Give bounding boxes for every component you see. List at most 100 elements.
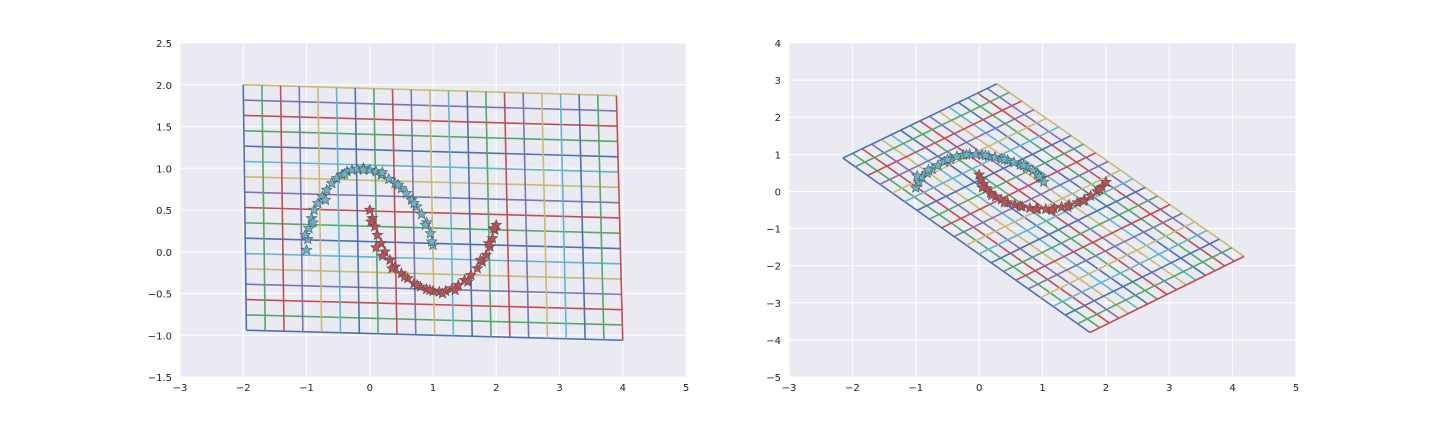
mesh-column-line: [1003, 195, 1158, 273]
x-tick-label: 1: [430, 383, 436, 394]
data-point-star: [969, 148, 982, 160]
data-point-star: [941, 153, 954, 165]
data-point-star: [482, 237, 495, 249]
mesh-column-line: [867, 100, 1022, 177]
data-point-star: [449, 283, 462, 296]
left-y-tick-labels: −1.5 −1.0 −0.5 0.0 0.5 1.0 1.5 2.0 2.5: [148, 39, 172, 384]
x-tick-label: −3: [173, 383, 188, 394]
left-x-tick-labels: −3 −2 −1 0 1 2 3 4 5: [173, 383, 690, 394]
data-point-star: [1061, 200, 1074, 213]
mesh-column-line: [904, 126, 1060, 203]
y-tick-label: −3: [766, 299, 781, 310]
data-point-star: [382, 172, 395, 185]
x-tick-label: 2: [493, 383, 499, 394]
data-point-star: [985, 188, 998, 201]
mesh-column-line: [373, 88, 379, 334]
mesh-column-line: [596, 95, 605, 340]
data-point-star: [376, 166, 389, 178]
x-tick-label: 5: [683, 383, 689, 394]
data-point-star: [306, 216, 319, 228]
mesh-column-line: [879, 108, 1035, 185]
data-point-star: [474, 253, 487, 266]
mesh-column-line: [298, 86, 304, 332]
mesh-column-line: [429, 90, 436, 336]
mesh-column-line: [929, 143, 1084, 220]
mesh-column-line: [485, 91, 492, 337]
data-point-star: [419, 218, 432, 231]
data-point-star: [911, 169, 923, 181]
data-point-star: [424, 227, 437, 239]
data-point-star: [376, 249, 389, 262]
data-point-star: [487, 222, 500, 234]
data-point-star: [1037, 175, 1050, 187]
data-point-star: [1099, 175, 1112, 188]
data-point-star: [371, 228, 384, 241]
data-point-star: [471, 262, 484, 274]
right-data-points: [909, 148, 1112, 216]
x-tick-label: 0: [976, 383, 982, 394]
y-tick-label: −2: [766, 262, 781, 273]
x-tick-label: −1: [299, 383, 314, 394]
mesh-column-line: [354, 87, 361, 334]
mesh-column-line: [953, 160, 1109, 238]
data-point-star: [411, 278, 424, 291]
data-point-star: [363, 203, 376, 216]
y-tick-label: −0.5: [148, 290, 172, 301]
y-tick-label: 1.5: [156, 123, 172, 134]
data-point-star: [480, 248, 493, 261]
mesh-column-line: [522, 92, 530, 338]
mesh-column-line: [1064, 238, 1220, 316]
mesh-column-line: [279, 85, 285, 332]
mesh-column-line: [941, 152, 1097, 229]
data-point-star: [398, 270, 411, 282]
mesh-column-line: [391, 89, 398, 335]
data-point-star: [976, 181, 989, 193]
data-point-star: [461, 275, 474, 287]
mesh-column-line: [410, 89, 417, 335]
mesh-column-line: [335, 87, 342, 333]
y-tick-label: −1.5: [148, 373, 172, 384]
left-axes: −3 −2 −1 0 1 2 3 4 5 −1.5 −1.0 −0.5 0.0 …: [148, 39, 689, 394]
x-tick-label: −1: [908, 383, 923, 394]
mesh-column-line: [916, 134, 1072, 212]
data-point-star: [423, 283, 436, 296]
data-point-star: [1093, 183, 1106, 195]
y-tick-label: −1.0: [148, 331, 172, 342]
y-tick-label: 1: [775, 150, 781, 161]
data-point-star: [299, 228, 312, 241]
mesh-column-line: [578, 94, 586, 340]
data-point-star: [365, 215, 377, 227]
data-point-star: [1033, 170, 1046, 182]
right-gridlines: [788, 42, 1297, 378]
x-tick-label: −2: [236, 383, 251, 394]
mesh-column-line: [615, 95, 624, 341]
data-point-star: [979, 149, 992, 161]
x-tick-label: −2: [845, 383, 860, 394]
data-point-star: [1077, 194, 1090, 207]
x-tick-label: 3: [1166, 383, 1172, 394]
data-point-star: [425, 235, 438, 247]
mesh-column-line: [1089, 255, 1245, 334]
x-tick-label: 0: [367, 383, 373, 394]
data-point-star: [308, 203, 321, 216]
data-point-star: [1030, 202, 1043, 215]
mesh-column-line: [540, 93, 549, 339]
x-tick-label: −3: [782, 383, 797, 394]
y-tick-label: −1: [766, 225, 781, 236]
y-tick-label: −5: [766, 373, 781, 384]
mesh-column-line: [1040, 221, 1195, 299]
mesh-column-line: [1052, 229, 1208, 308]
data-point-star: [319, 193, 332, 206]
mesh-column-line: [242, 84, 248, 331]
y-tick-label: 2.5: [156, 39, 172, 50]
data-point-star: [988, 151, 1001, 163]
left-data-points: [299, 161, 503, 299]
data-point-star: [338, 167, 351, 180]
data-point-star: [384, 253, 396, 266]
data-point-star: [408, 197, 421, 209]
mesh-column-line: [842, 83, 998, 159]
data-point-star: [1046, 203, 1058, 216]
y-tick-label: 1.0: [156, 164, 172, 175]
data-point-star: [998, 196, 1011, 208]
